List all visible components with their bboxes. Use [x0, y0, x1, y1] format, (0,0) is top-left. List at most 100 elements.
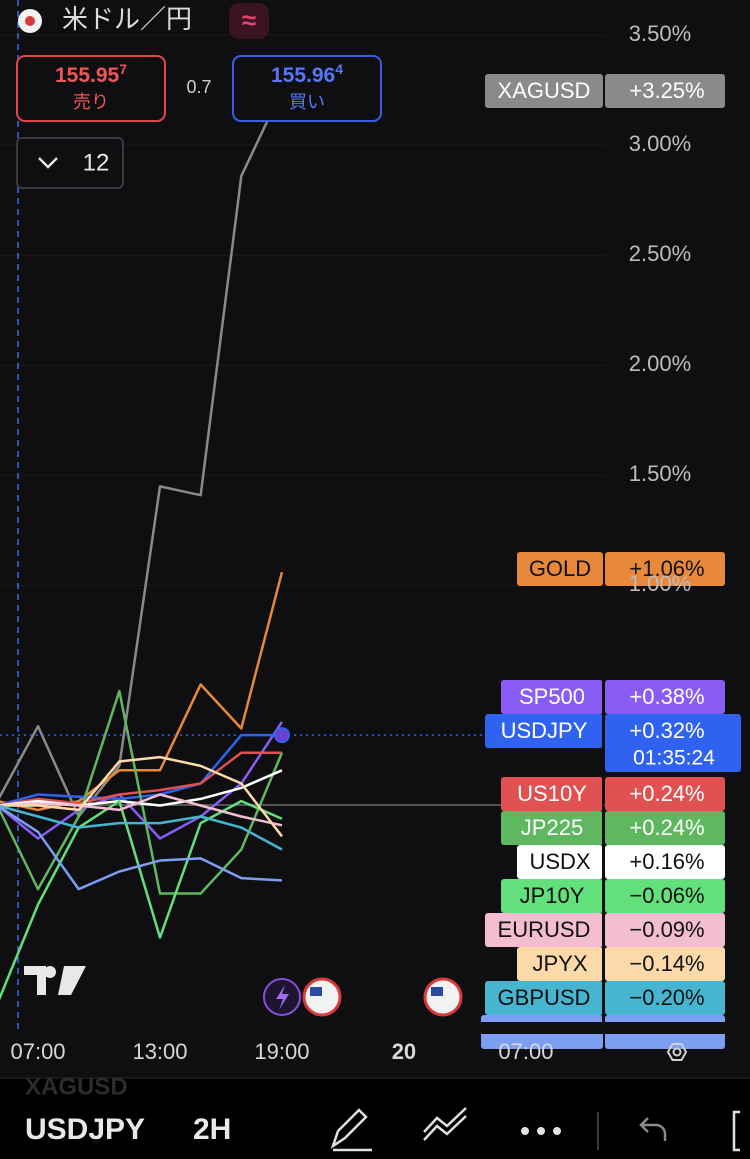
tag-value: +0.16%	[629, 849, 704, 874]
flag-canton	[431, 987, 443, 996]
bar-countdown: 01:35:24	[633, 747, 715, 770]
sell-label: 売り	[73, 92, 109, 112]
flag-icon-dot	[25, 16, 35, 26]
tag-name: EURUSD	[498, 917, 591, 942]
tag-value: +0.24%	[629, 815, 704, 840]
tag-name: JPYX	[532, 951, 587, 976]
tag-value: +3.25%	[629, 78, 704, 103]
tag-value: −0.09%	[629, 917, 704, 942]
mode-icon: ≈	[242, 5, 256, 35]
spread: 0.7	[186, 77, 211, 97]
lightning-icon	[276, 985, 289, 1010]
fullscreen[interactable]	[732, 1110, 740, 1152]
series-line	[0, 755, 283, 838]
buy-price-digit: 4	[335, 61, 343, 77]
tag-name: JP10Y	[520, 883, 585, 908]
header: 米ドル／円 ≈ 155.957 売り 0.7 155.964 買い 12	[16, 3, 382, 189]
tag-name: GBPUSD	[498, 985, 591, 1010]
tag-value-box	[605, 845, 725, 879]
series-line	[0, 89, 284, 818]
series-line	[0, 571, 284, 812]
tag-name-box	[501, 879, 603, 913]
y-tick-label: 1.00%	[629, 571, 691, 596]
y-tick-label: 3.50%	[629, 21, 691, 46]
y-tick-label: 1.50%	[629, 461, 691, 486]
x-axis: 07:00 13:00 19:00 20 07:00	[10, 1039, 553, 1064]
axis-settings-dot	[672, 1047, 682, 1057]
tag-name: SP500	[519, 684, 585, 709]
tag-name: USDJPY	[501, 718, 588, 743]
grid-layer	[0, 34, 605, 586]
y-tick-label: 2.50%	[629, 241, 691, 266]
buy-price-main: 155.96	[271, 64, 335, 87]
draw-tool[interactable]	[330, 1108, 372, 1152]
tag-name-box	[517, 845, 603, 879]
tag-name-box	[501, 811, 603, 845]
tag-value-box	[605, 680, 725, 714]
tag-name: JP225	[521, 815, 583, 840]
sell-button[interactable]	[16, 55, 166, 122]
tag-name: GOLD	[529, 556, 591, 581]
y-tick-label: 2.00%	[629, 351, 691, 376]
buy-price: 155.964	[271, 61, 343, 87]
tag-value-box	[605, 879, 725, 913]
axis-band	[470, 1022, 750, 1034]
tag-name-box	[517, 552, 603, 586]
toolbar-symbol[interactable]: USDJPY	[25, 1113, 145, 1146]
toolbar-bg	[0, 1078, 750, 1159]
tag-value-box	[605, 552, 725, 586]
tag-name-box	[485, 981, 603, 1015]
tag-value: +0.24%	[629, 781, 704, 806]
symbol-name[interactable]: 米ドル／円	[62, 4, 192, 34]
tag-value: −0.20%	[629, 985, 704, 1010]
tag-name: XAGUSD	[498, 78, 591, 103]
tag-value: +0.32%	[629, 718, 704, 743]
tag-name-box	[517, 947, 603, 981]
tag-name-box	[485, 74, 603, 108]
series-line	[0, 805, 283, 891]
event-us[interactable]	[423, 977, 463, 1017]
series-line	[0, 804, 283, 851]
tag-name: USDX	[529, 849, 590, 874]
tag-value-box	[605, 947, 725, 981]
indicator-toggle[interactable]	[16, 137, 124, 189]
mode-badge[interactable]	[229, 3, 269, 39]
series-line	[0, 793, 283, 827]
tag-value-box	[605, 811, 725, 845]
last-point	[273, 727, 290, 744]
sell-price: 155.957	[55, 61, 127, 87]
undo[interactable]	[639, 1117, 667, 1141]
event-icons	[24, 966, 463, 1017]
indicator-count: 12	[83, 149, 110, 176]
series-line	[0, 799, 283, 1001]
tag-name: US10Y	[517, 781, 587, 806]
watermark: XAGUSD	[25, 1073, 128, 1100]
buy-label: 買い	[289, 92, 325, 112]
plot-area	[0, 89, 605, 1001]
x-tick-label: 20	[392, 1039, 416, 1064]
tag-value-box	[605, 74, 725, 108]
axis-settings[interactable]	[666, 1043, 688, 1061]
flag-canton	[310, 987, 322, 996]
x-tick-label: 07:00	[498, 1039, 553, 1064]
tag-value: +0.38%	[629, 684, 704, 709]
tag-value: −0.06%	[629, 883, 704, 908]
event-us[interactable]	[302, 977, 342, 1017]
tag-value: −0.14%	[629, 951, 704, 976]
tag-name-box	[485, 714, 603, 748]
tag-value-box	[605, 981, 725, 1015]
toolbar-interval[interactable]: 2H	[193, 1113, 231, 1146]
tag-value: +1.06%	[629, 556, 704, 581]
tag-name-box	[485, 913, 603, 947]
toolbar: XAGUSD USDJPY 2H	[0, 1073, 750, 1159]
chevron-icon	[38, 157, 58, 169]
x-tick-label: 07:00	[10, 1039, 65, 1064]
x-tick-label: 19:00	[254, 1039, 309, 1064]
indicators-tool[interactable]	[423, 1107, 467, 1141]
tag-value-box	[605, 714, 741, 772]
buy-button[interactable]	[232, 55, 382, 122]
more-menu[interactable]	[521, 1127, 561, 1135]
logo	[24, 966, 86, 995]
